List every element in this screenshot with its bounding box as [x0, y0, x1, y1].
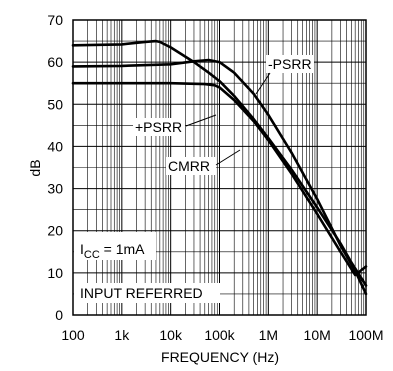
label-neg-psrr: -PSRR: [268, 56, 312, 72]
x-tick-label: 10k: [159, 327, 183, 343]
y-axis-title: dB: [27, 159, 43, 176]
grid: [72, 20, 366, 315]
x-tick-label: 100k: [204, 327, 235, 343]
x-tick-label: 100M: [348, 327, 383, 343]
x-axis-title: FREQUENCY (Hz): [161, 349, 279, 365]
x-tick-label: 1M: [259, 327, 278, 343]
x-tick-label: 10M: [304, 327, 331, 343]
y-tick-label: 20: [47, 223, 63, 239]
label-bg-input-referred: [74, 283, 220, 303]
label-icc: ICC = 1mA: [80, 241, 145, 261]
y-tick-label: 60: [47, 54, 63, 70]
x-tick-label: 1k: [114, 327, 130, 343]
y-tick-label: 50: [47, 96, 63, 112]
label-cmrr: CMRR: [168, 158, 210, 174]
leader-neg-psrr: [255, 72, 271, 95]
y-tick-label: 30: [47, 181, 63, 197]
y-tick-label: 0: [55, 307, 63, 323]
series-neg-psrr-line: [71, 58, 368, 296]
leader-cmrr: [215, 149, 241, 166]
y-tick-label: 40: [47, 138, 63, 154]
y-tick-label: 10: [47, 265, 63, 281]
label-icc-i: I: [80, 241, 84, 257]
label-bg-pos-psrr: [133, 118, 185, 136]
label-bg-icc: [74, 232, 156, 260]
label-icc-value: = 1mA: [100, 241, 145, 257]
series-cmrr-line: [71, 39, 368, 287]
x-tick-label: 100: [61, 327, 85, 343]
label-icc-sub: CC: [84, 249, 100, 261]
label-input-referred: INPUT REFERRED: [80, 285, 203, 301]
label-bg-neg-psrr: [266, 55, 314, 73]
label-bg-cmrr: [166, 157, 216, 175]
plot-frame: [72, 19, 367, 316]
y-tick-labels: 0 10 20 30 40 50 60 70: [47, 12, 63, 323]
series-posneg-psrr-line: [71, 81, 368, 277]
label-pos-psrr: +PSRR: [135, 119, 182, 135]
x-tick-labels: 100 1k 10k 100k 1M 10M 100M: [61, 327, 383, 343]
curves: [71, 39, 368, 296]
y-tick-label: 70: [47, 12, 63, 28]
leader-pos-psrr: [185, 114, 217, 127]
